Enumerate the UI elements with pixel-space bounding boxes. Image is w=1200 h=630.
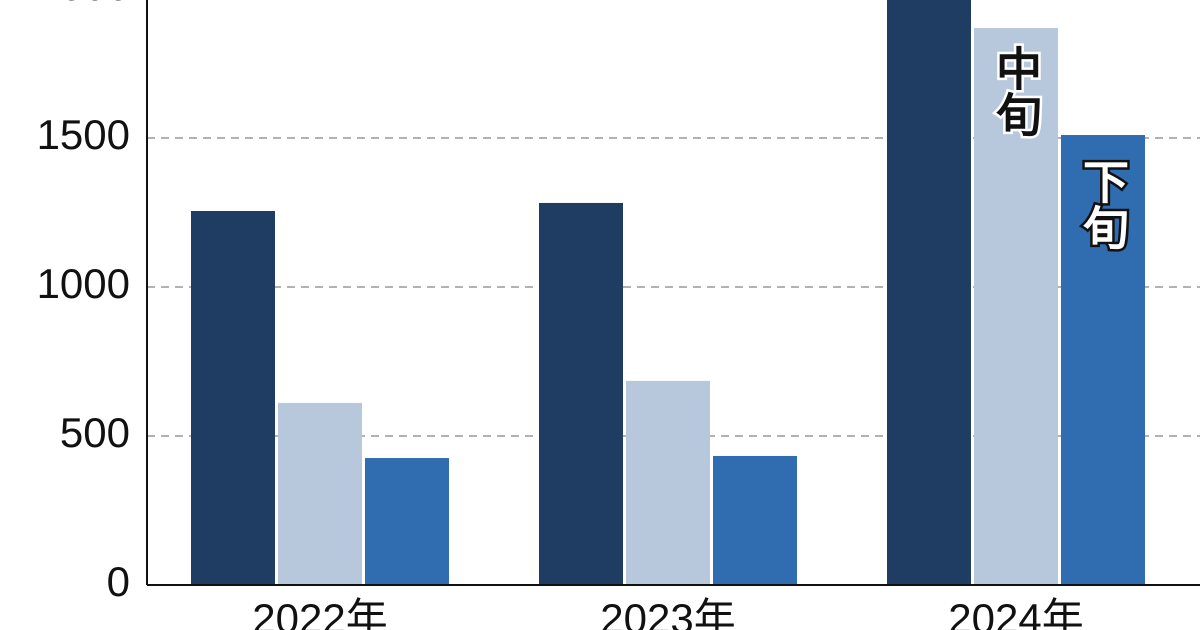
y-tick-label: 1500 bbox=[37, 111, 130, 158]
series-label: 下旬 bbox=[1076, 158, 1130, 250]
y-tick-label: 1000 bbox=[37, 260, 130, 307]
bar bbox=[974, 28, 1058, 585]
bar bbox=[365, 458, 449, 585]
bar bbox=[887, 0, 971, 585]
x-tick-label: 2023年 bbox=[600, 595, 735, 630]
y-tick-label: 500 bbox=[60, 409, 130, 456]
bar bbox=[1061, 135, 1145, 585]
series-label: 中旬 bbox=[989, 45, 1043, 137]
x-tick-label: 2024年 bbox=[948, 595, 1083, 630]
x-tick-label: 2022年 bbox=[252, 595, 387, 630]
bar bbox=[278, 402, 362, 585]
y-tick-label: 0 bbox=[107, 558, 130, 605]
bar bbox=[713, 455, 797, 585]
bar bbox=[539, 202, 623, 586]
bar bbox=[191, 211, 275, 585]
y-tick-label: 2000 bbox=[37, 0, 130, 9]
bar bbox=[626, 380, 710, 585]
